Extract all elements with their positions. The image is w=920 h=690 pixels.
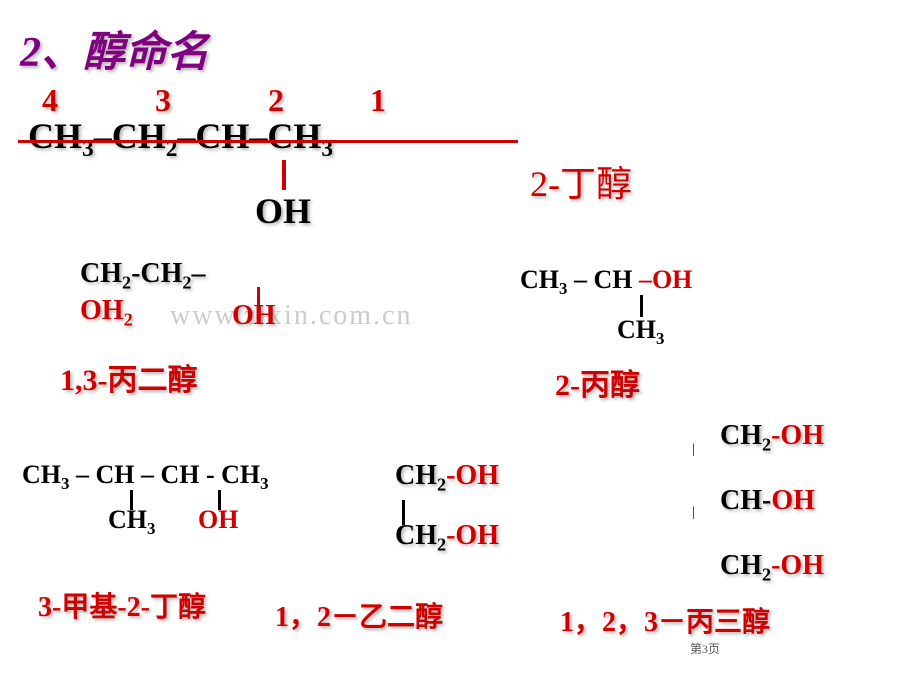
main-c2: CH <box>195 116 249 156</box>
name-ethanediol: 1，2－乙二醇 <box>275 595 443 635</box>
s4-ch3: CH <box>108 505 147 534</box>
s2-oh1: OH <box>80 295 124 326</box>
s5-oh1: -OH <box>446 460 499 491</box>
struct3-ch3: CH3 <box>617 315 664 349</box>
s6-ch: CH- <box>720 485 771 516</box>
struct6-l1: CH2-OH <box>720 420 824 456</box>
s3-ch3b: CH <box>617 315 656 344</box>
s3-ch3b-sub: 3 <box>656 329 664 348</box>
s3-ch: – CH <box>567 265 639 294</box>
struct3-line: CH3 – CH –OH <box>520 265 692 299</box>
dash3: – <box>249 116 267 156</box>
dash1: – <box>94 116 112 156</box>
struct2-oh1: OH2 <box>80 295 133 331</box>
s4-ch3-sub: 3 <box>147 519 155 538</box>
struct6-l2: CH-OH <box>720 485 815 517</box>
carbon-number-4: 4 <box>42 82 58 119</box>
struct4-main: CH3 – CH – CH - CH3 <box>22 460 269 494</box>
s6-ch2b-sub: 2 <box>762 565 771 585</box>
main-c1: CH <box>267 116 321 156</box>
name-propanetriol: 1，2，3－丙三醇 <box>560 600 770 640</box>
name-2-butanol: 2-丁醇 <box>530 155 632 207</box>
s5-ch2b: CH <box>395 520 437 551</box>
name-2-propanol: 2-丙醇 <box>555 360 640 404</box>
s2-ch2b-sub: 2 <box>182 273 191 293</box>
struct6-l3: CH2-OH <box>720 550 824 586</box>
struct6-bar2: | <box>692 505 695 521</box>
s6-oh1: -OH <box>771 420 824 451</box>
s5-oh2: -OH <box>446 520 499 551</box>
struct6-bar1: | <box>692 442 695 458</box>
s6-ch2a: CH <box>720 420 762 451</box>
s5-ch2b-sub: 2 <box>437 535 446 555</box>
carbon-number-3: 3 <box>155 82 171 119</box>
slide-title: 2、醇命名 <box>20 18 209 79</box>
carbon-number-2: 2 <box>268 82 284 119</box>
struct5-l1: CH2-OH <box>395 460 499 496</box>
s2-ch2a: CH <box>80 258 122 289</box>
s5-ch2a-sub: 2 <box>437 475 446 495</box>
strikethrough-line <box>18 140 518 143</box>
s3-oh: –OH <box>639 265 692 294</box>
struct3-bond <box>640 295 643 317</box>
struct2-oh2: OH <box>232 300 276 332</box>
oh-bond-vertical <box>282 160 286 190</box>
s2-ch2a-sub: 2 <box>122 273 131 293</box>
struct2-line1: CH2-CH2– <box>80 258 206 294</box>
name-propanediol: 1,3-丙二醇 <box>60 355 198 399</box>
s6-oh2: OH <box>771 485 815 516</box>
s6-ch2b: CH <box>720 550 762 581</box>
s2-dash: – <box>192 258 206 289</box>
dash2: – <box>177 116 195 156</box>
name-methylbutanol: 3-甲基-2-丁醇 <box>38 585 206 625</box>
main-c3: CH <box>112 116 166 156</box>
main-c4: CH <box>28 116 82 156</box>
carbon-number-1: 1 <box>370 82 386 119</box>
page-number: 第3页 <box>690 640 720 657</box>
s2-oh1-sub: 2 <box>124 310 133 330</box>
struct5-l2: CH2-OH <box>395 520 499 556</box>
s6-ch2a-sub: 2 <box>762 435 771 455</box>
s3-ch3a: CH <box>520 265 559 294</box>
struct4-ch3: CH3 <box>108 505 155 539</box>
watermark: www.zixin.com.cn <box>170 300 412 332</box>
s6-oh3: -OH <box>771 550 824 581</box>
struct4-oh: OH <box>198 505 238 535</box>
main-oh: OH <box>255 190 311 232</box>
s2-ch2b: -CH <box>131 258 182 289</box>
s5-ch2a: CH <box>395 460 437 491</box>
